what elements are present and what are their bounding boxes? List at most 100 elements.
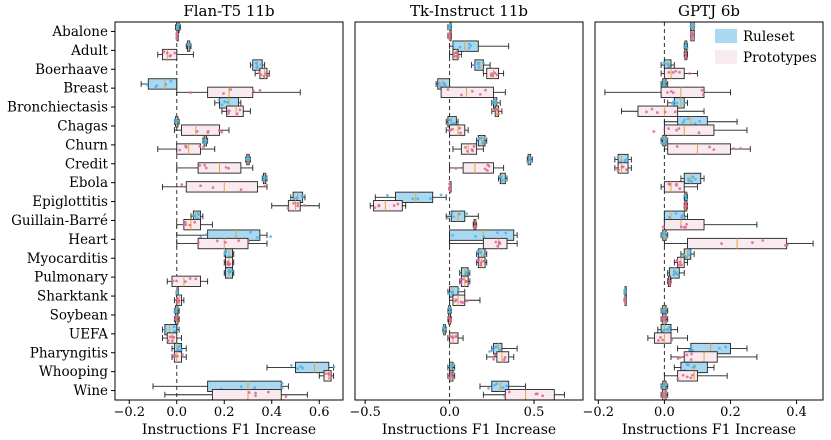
prototypes-point bbox=[659, 336, 662, 339]
prototypes-point bbox=[169, 54, 173, 57]
ruleset-point bbox=[623, 288, 627, 292]
prototypes-point bbox=[494, 240, 498, 244]
prototypes-point bbox=[226, 260, 230, 264]
ruleset-point bbox=[684, 44, 688, 47]
ruleset-point bbox=[292, 197, 296, 201]
prototypes-point bbox=[194, 277, 198, 281]
y-tick-label-uefa: UEFA bbox=[69, 326, 108, 342]
prototypes-point bbox=[197, 241, 200, 244]
y-tick-label-boerhaave: Boerhaave bbox=[35, 62, 108, 78]
panel-tk-instruct-11b: Tk-Instruct 11b −0.5 0.0 0.5 Instructions F1… bbox=[349, 2, 584, 438]
ruleset-point bbox=[493, 383, 496, 387]
x-tick-label: 0.5 bbox=[524, 405, 545, 420]
ruleset-point bbox=[684, 255, 688, 259]
y-tick-label-sharktank: Sharktank bbox=[37, 289, 109, 305]
prototypes-point bbox=[700, 88, 704, 92]
ruleset-point bbox=[451, 42, 455, 46]
ruleset-point bbox=[199, 235, 203, 239]
prototypes-point bbox=[689, 358, 693, 362]
x-tick-label: 0.6 bbox=[309, 405, 330, 420]
row-pharyngitis bbox=[486, 342, 518, 363]
prototypes-point bbox=[222, 92, 225, 95]
prototypes-point bbox=[678, 70, 681, 74]
row-heart bbox=[176, 229, 273, 250]
ruleset-point bbox=[179, 348, 183, 352]
prototypes-box bbox=[482, 237, 508, 250]
row-guillain-barre bbox=[661, 210, 758, 231]
row-boerhaave bbox=[249, 59, 271, 80]
ruleset-point bbox=[667, 326, 671, 329]
prototypes-box bbox=[496, 351, 510, 363]
ruleset-point bbox=[473, 64, 477, 68]
ruleset-point bbox=[482, 61, 485, 65]
prototypes-point bbox=[448, 334, 452, 338]
prototypes-point bbox=[621, 165, 625, 169]
prototypes-point bbox=[227, 109, 231, 113]
x-axis-label: Instructions F1 Increase bbox=[622, 422, 796, 438]
prototypes-point bbox=[671, 71, 675, 74]
row-breast bbox=[140, 78, 301, 99]
prototypes-point bbox=[474, 224, 478, 228]
ruleset-point bbox=[224, 250, 228, 254]
prototypes-point bbox=[720, 242, 723, 245]
ruleset-point bbox=[623, 159, 627, 163]
ruleset-point bbox=[479, 136, 483, 140]
ruleset-point bbox=[482, 136, 486, 140]
prototypes-point bbox=[373, 206, 377, 210]
ruleset-point bbox=[262, 177, 266, 181]
prototypes-point bbox=[168, 335, 172, 339]
ruleset-box bbox=[683, 172, 702, 185]
prototypes-box bbox=[654, 332, 672, 344]
ruleset-point bbox=[464, 270, 468, 274]
ruleset-point bbox=[254, 61, 258, 65]
row-churn bbox=[660, 134, 751, 155]
ruleset-point bbox=[299, 365, 303, 368]
prototypes-point bbox=[459, 281, 463, 285]
prototypes-point bbox=[679, 225, 683, 229]
prototypes-point bbox=[175, 301, 179, 305]
prototypes-point bbox=[663, 394, 666, 398]
prototypes-box bbox=[185, 181, 258, 193]
y-tick-label-heart: Heart bbox=[68, 232, 108, 248]
row-epiglottitis bbox=[683, 191, 689, 212]
prototypes-point bbox=[262, 74, 266, 78]
ruleset-point bbox=[295, 196, 298, 200]
prototypes-box bbox=[226, 105, 244, 117]
ruleset-point bbox=[688, 250, 692, 253]
ruleset-point bbox=[467, 46, 471, 50]
row-epiglottitis bbox=[369, 191, 447, 212]
ruleset-point bbox=[687, 177, 690, 181]
y-tick-label-whooping: Whooping bbox=[39, 364, 108, 380]
ruleset-point bbox=[164, 83, 168, 86]
ruleset-point bbox=[529, 160, 533, 164]
ruleset-point bbox=[175, 349, 179, 352]
ruleset-point bbox=[280, 386, 284, 390]
ruleset-point bbox=[672, 269, 676, 273]
ruleset-point bbox=[665, 235, 668, 239]
prototypes-point bbox=[492, 108, 496, 112]
row-credit bbox=[614, 153, 632, 174]
prototypes-point bbox=[176, 354, 179, 358]
ruleset-point bbox=[452, 215, 456, 219]
prototypes-point bbox=[296, 201, 300, 205]
ruleset-point bbox=[616, 156, 620, 159]
prototypes-box bbox=[667, 143, 731, 155]
row-pharyngitis bbox=[171, 342, 187, 363]
row-guillain-barre bbox=[176, 210, 213, 231]
panel-frame bbox=[594, 21, 824, 401]
prototypes-point bbox=[456, 55, 460, 59]
prototypes-box bbox=[683, 351, 718, 363]
prototypes-point bbox=[484, 88, 487, 92]
ruleset-point bbox=[280, 381, 284, 385]
ruleset-point bbox=[691, 348, 695, 352]
prototypes-point bbox=[195, 129, 199, 133]
prototypes-box bbox=[663, 124, 715, 136]
ruleset-point bbox=[503, 178, 507, 182]
prototypes-point bbox=[448, 377, 452, 380]
prototypes-point bbox=[461, 301, 465, 304]
prototypes-point bbox=[175, 34, 179, 38]
prototypes-point bbox=[206, 131, 210, 134]
y-tick-label-pharyngitis: Pharyngitis bbox=[30, 345, 108, 361]
prototypes-point bbox=[701, 93, 705, 96]
ruleset-point bbox=[692, 23, 696, 27]
